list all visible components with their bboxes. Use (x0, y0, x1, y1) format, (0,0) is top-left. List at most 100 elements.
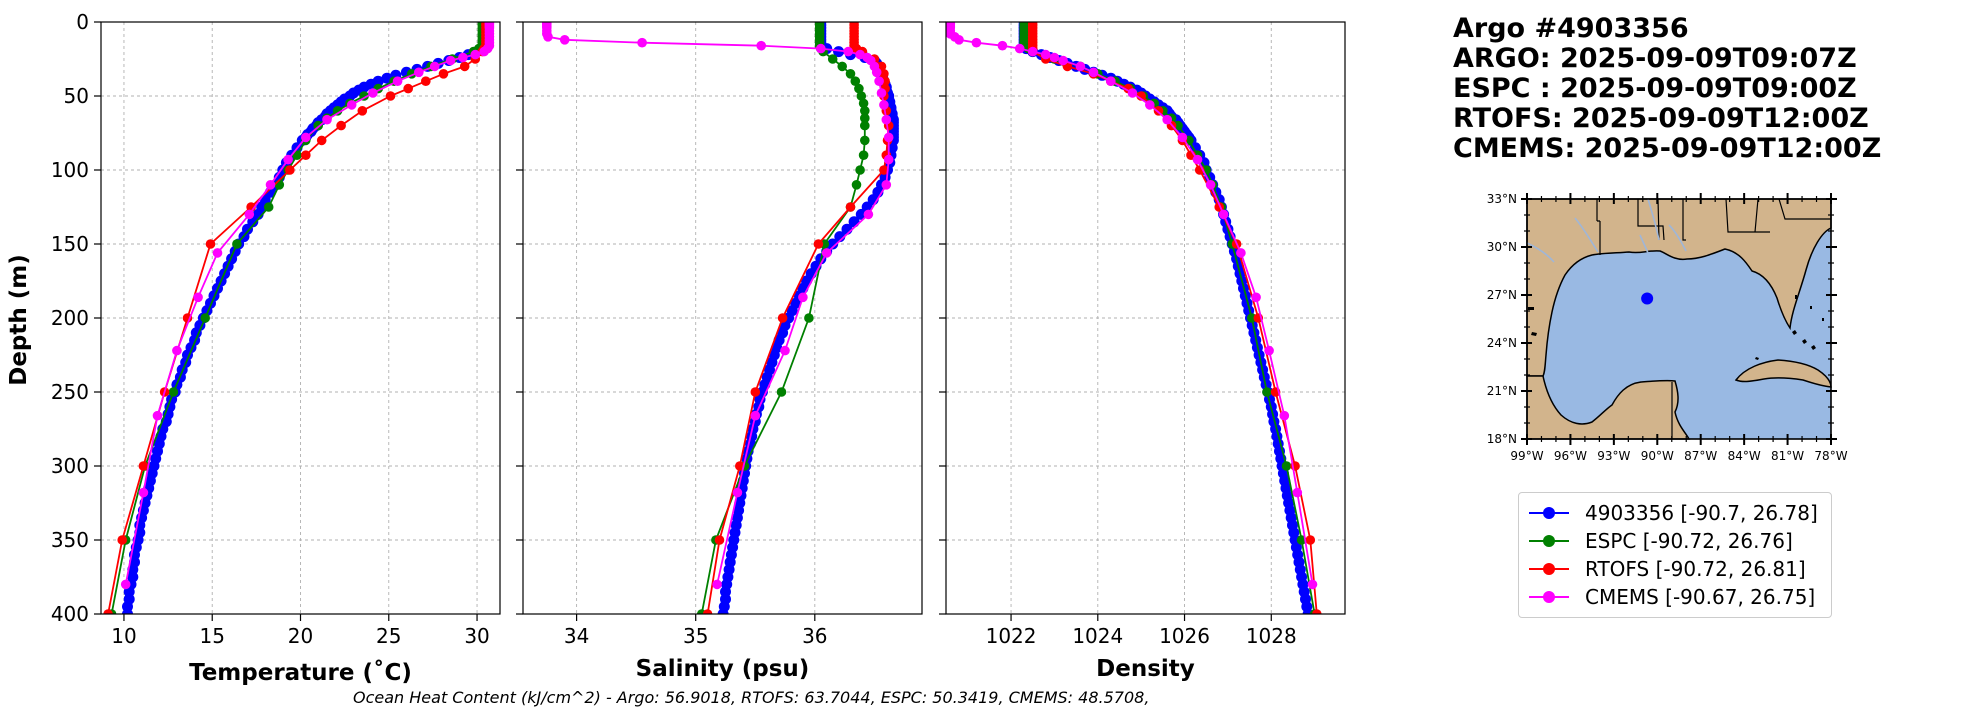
espc-point (860, 120, 870, 131)
cmems-point (172, 345, 182, 356)
legend-marker-argo (1527, 503, 1571, 523)
argo-float-marker (1641, 292, 1654, 305)
x-tick-label: 30 (464, 624, 489, 648)
cmems-point (301, 132, 311, 143)
cmems-point (883, 154, 894, 165)
x-tick-label: 1022 (986, 624, 1037, 648)
cmems-point (1145, 100, 1155, 110)
espc-point (827, 54, 838, 64)
map-lon-label: 78°W (1814, 449, 1847, 463)
cmems-point (445, 55, 456, 66)
rtofs-point (301, 150, 311, 160)
rtofs-point (879, 165, 889, 175)
legend-label-argo: 4903356 [-90.7, 26.78] (1585, 501, 1818, 525)
espc-point (858, 150, 869, 160)
rtofs-point (421, 76, 431, 86)
rtofs-point (138, 461, 149, 471)
salinity-plot-area (542, 22, 899, 614)
rtofs-point (879, 69, 889, 79)
cmems-point (1307, 579, 1318, 590)
argo-point (827, 238, 839, 250)
map-land (1526, 198, 1832, 440)
cmems-point (876, 88, 887, 98)
map-frame (1526, 198, 1832, 440)
cmems-point (543, 32, 553, 42)
cmems-point (1177, 132, 1188, 143)
cmems-line (545, 22, 890, 585)
espc-point (200, 313, 210, 323)
rtofs-point (285, 165, 295, 175)
espc-point (860, 113, 870, 123)
y-tick-label: 150 (51, 232, 89, 256)
argo-point (717, 608, 729, 614)
argo-point (833, 46, 845, 58)
cmems-point (152, 410, 163, 421)
espc-point (850, 76, 861, 86)
cmems-point (1027, 46, 1038, 57)
map-lon-label: 84°W (1728, 449, 1761, 463)
legend-item-rtofs: RTOFS [-90.72, 26.81] (1527, 555, 1823, 583)
rtofs-point (103, 609, 113, 614)
cmems-line (124, 22, 491, 585)
cmems-point (1088, 67, 1099, 78)
y-tick-label: 50 (64, 84, 89, 108)
rtofs-point (336, 120, 346, 131)
map-lat-label: 27°N (1487, 288, 1517, 302)
map-lon-label: 93°W (1597, 449, 1630, 463)
cmems-point (479, 46, 489, 57)
legend-marker-espc (1527, 531, 1571, 551)
rtofs-point (1305, 535, 1316, 545)
us-gulf-coast (1526, 198, 1832, 377)
cmems-point (1075, 61, 1086, 72)
espc-point (858, 98, 869, 109)
cmems-point (1049, 52, 1060, 63)
cmems-point (883, 132, 894, 143)
espc-point (856, 91, 867, 101)
espc-point (804, 313, 814, 323)
rtofs-point (714, 535, 725, 545)
cmems-point (368, 88, 378, 98)
espc-point (1281, 461, 1292, 471)
salinity-axis-label: Salinity (psu) (636, 656, 810, 682)
cmems-point (780, 345, 790, 356)
argo-point (122, 608, 133, 614)
cmems-point (816, 43, 826, 54)
cmems-point (881, 114, 892, 125)
cmems-point (1251, 292, 1261, 303)
espc-point (855, 165, 865, 175)
cmems-point (1192, 154, 1203, 165)
cmems-point (1058, 55, 1068, 66)
rtofs-point (777, 313, 788, 323)
cmems-point (120, 579, 131, 590)
cmems-point (874, 76, 884, 86)
legend-label-espc: ESPC [-90.72, 26.76] (1585, 529, 1793, 553)
cmems-point (458, 52, 468, 63)
map-rivers (1526, 198, 1687, 263)
x-tick-label: 1024 (1072, 624, 1123, 648)
cmems-point (879, 100, 889, 110)
cmems-point (322, 114, 332, 125)
temperature-panel: 0 50 100 150 200 250 300 350 400 10 15 20 25 30 Temper… (51, 10, 501, 686)
title-block: Argo #4903356 ARGO: 2025-09-09T09:07Z ES… (1453, 14, 1881, 164)
x-tick-label: 25 (376, 624, 401, 648)
argo-time: ARGO: 2025-09-09T09:07Z (1453, 43, 1857, 74)
cmems-line (949, 22, 1314, 585)
cmems-point (138, 487, 149, 498)
rtofs-point (357, 106, 368, 116)
cmems-point (1014, 43, 1025, 54)
float-id-title: Argo #4903356 (1453, 13, 1689, 44)
cmems-point (1106, 76, 1116, 86)
cmems-point (346, 100, 357, 110)
y-tick-label: 0 (76, 10, 89, 34)
cmems-point (881, 180, 892, 190)
ocean-heat-content-footer: Ocean Heat Content (kJ/cm^2) - Argo: 56.… (353, 688, 1150, 707)
cmems-point (1279, 410, 1290, 421)
y-tick-label: 300 (51, 454, 89, 478)
rtofs-point (438, 69, 449, 79)
cmems-point (756, 40, 766, 51)
cmems-point (559, 35, 570, 45)
espc-point (845, 69, 856, 79)
rtofs-point (813, 239, 824, 249)
legend-item-cmems: CMEMS [-90.67, 26.75] (1527, 583, 1823, 611)
cmems-point (732, 487, 743, 498)
